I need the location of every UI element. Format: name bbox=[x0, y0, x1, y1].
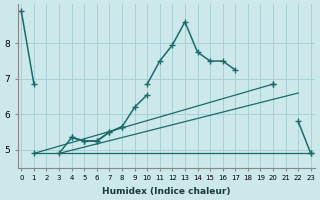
X-axis label: Humidex (Indice chaleur): Humidex (Indice chaleur) bbox=[102, 187, 230, 196]
